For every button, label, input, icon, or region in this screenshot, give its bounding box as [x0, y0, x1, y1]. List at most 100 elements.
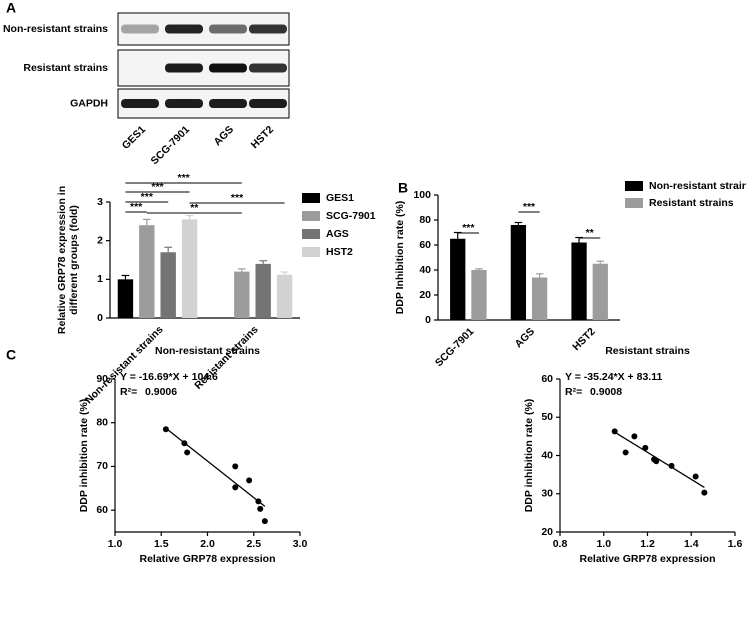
y-tick-label: 1 [97, 273, 103, 285]
y-tick-label: 40 [541, 449, 553, 461]
y-tick-label: 2 [97, 234, 103, 246]
point [692, 473, 699, 480]
legend-swatch [302, 211, 320, 221]
y-tick-label: 20 [541, 526, 553, 538]
panel-label: C [6, 347, 16, 363]
y-tick-label: 30 [541, 488, 553, 500]
chart-title: Resistant strains [605, 345, 690, 357]
y-axis-label: different groups (fold) [68, 205, 80, 315]
r2-value: 0.9006 [145, 386, 177, 398]
panel-label: A [6, 0, 16, 16]
y-tick-label: 50 [541, 411, 553, 423]
bar [471, 270, 487, 320]
bar [531, 277, 548, 320]
bar [510, 225, 527, 320]
blot-band [249, 99, 287, 108]
fit-line [614, 431, 705, 488]
legend-swatch [302, 193, 320, 203]
blot-row-label: Non-resistant strains [3, 23, 108, 35]
y-tick-label: 3 [97, 196, 103, 208]
y-axis-label: DDP inhibition rate (%) [78, 399, 90, 513]
blot-band [121, 99, 159, 108]
y-tick-label: 80 [419, 214, 431, 226]
panel-label: B [398, 180, 408, 196]
significance-label: *** [130, 201, 143, 213]
blot-band [209, 63, 247, 73]
x-tick-label: 2.5 [246, 538, 261, 550]
blot-lane-label: AGS [212, 124, 237, 149]
significance-label: ** [586, 227, 595, 239]
y-tick-label: 0 [425, 314, 431, 326]
significance-label: ** [190, 202, 199, 214]
legend-swatch [302, 247, 320, 257]
point [255, 498, 262, 505]
legend-label: GES1 [326, 192, 354, 204]
bar [592, 263, 608, 320]
x-tick-label: 1.5 [154, 538, 169, 550]
blot-band [165, 63, 203, 73]
legend-label: AGS [326, 228, 349, 240]
y-tick-label: 70 [96, 460, 108, 472]
point [701, 489, 708, 496]
y-tick-label: 60 [96, 504, 108, 516]
point [261, 518, 268, 525]
significance-label: *** [462, 222, 475, 234]
blot-band [121, 24, 159, 34]
blot-band [249, 24, 287, 34]
blot-lane-label: HST2 [249, 123, 277, 151]
point [622, 449, 629, 456]
point [631, 433, 638, 440]
y-axis-label: Relative GRP78 expression in [56, 186, 68, 334]
significance-label: *** [523, 201, 536, 213]
point [642, 444, 649, 451]
legend-swatch [625, 181, 643, 191]
point [184, 449, 191, 456]
bar [117, 279, 134, 318]
x-tick-label: HST2 [570, 325, 598, 353]
y-tick-label: 0 [97, 312, 103, 324]
point [162, 426, 169, 433]
point [257, 505, 264, 512]
blot-lane-label: GES1 [120, 123, 148, 151]
blot-row-label: GAPDH [70, 97, 108, 109]
blot-lane-label: SCG-7901 [149, 123, 193, 167]
blot-band [209, 99, 247, 108]
fit-line [165, 427, 266, 507]
y-tick-label: 90 [96, 373, 108, 385]
blot-row-label: Resistant strains [23, 62, 108, 74]
legend-label: HST2 [326, 246, 353, 258]
blot-band [249, 63, 287, 73]
bar [181, 219, 198, 318]
point [246, 477, 253, 484]
x-tick-label: 1.2 [640, 538, 655, 550]
significance-label: *** [177, 172, 190, 184]
x-tick-label: 0.8 [553, 538, 568, 550]
point [653, 458, 660, 465]
equation: Y = -35.24*X + 83.11 [565, 371, 662, 383]
y-tick-label: 40 [419, 264, 431, 276]
x-tick-label: 1.4 [684, 538, 699, 550]
blot-band [165, 24, 203, 34]
point [232, 484, 239, 491]
bar [450, 238, 466, 320]
y-axis-label: DDP Inhibition rate (%) [394, 201, 406, 315]
y-tick-label: 60 [541, 373, 553, 385]
x-axis-label: Relative GRP78 expression [140, 553, 276, 565]
y-tick-label: 80 [96, 416, 108, 428]
legend-label: SCG-7901 [326, 210, 376, 222]
r2-label: R²= [120, 386, 137, 398]
blot-band [165, 99, 203, 108]
bar [234, 271, 250, 318]
legend-label: Non-resistant strains [649, 180, 746, 192]
y-axis-label: DDP inhibition rate (%) [523, 399, 535, 513]
legend-swatch [302, 229, 320, 239]
x-tick-label: 3.0 [293, 538, 308, 550]
x-tick-label: AGS [513, 326, 538, 351]
chart-title: Non-resistant strains [155, 345, 260, 357]
y-tick-label: 60 [419, 239, 431, 251]
bar [276, 274, 293, 318]
r2-label: R²= [565, 386, 582, 398]
x-tick-label: 1.0 [596, 538, 611, 550]
bar [571, 242, 587, 320]
